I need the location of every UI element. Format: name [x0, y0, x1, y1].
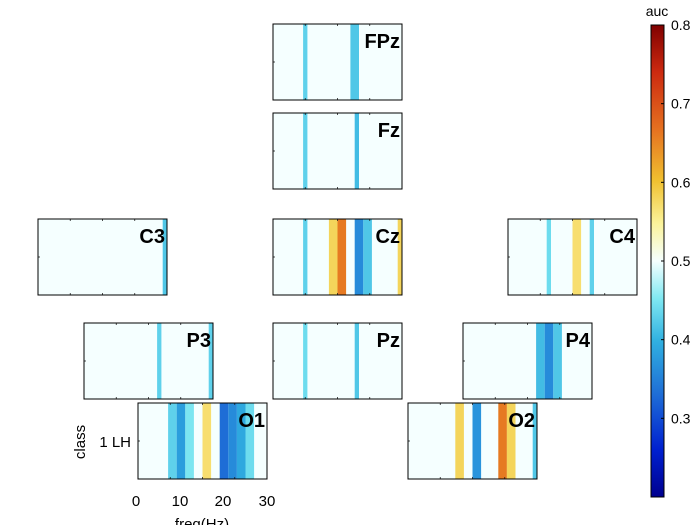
heatmap-cell — [162, 219, 167, 295]
heatmap-cell — [303, 113, 308, 189]
panel-o2: O2 — [407, 402, 538, 480]
colorbar-label: auc — [646, 3, 669, 19]
x-axis: 0 10 20 30 freq(Hz) — [132, 493, 276, 525]
panel-label: P3 — [187, 330, 211, 352]
heatmap-cell — [245, 403, 255, 479]
heatmap-cell — [328, 219, 338, 295]
heatmap-cell — [228, 403, 237, 479]
panel-label: Fz — [378, 120, 400, 142]
heatmap-cell — [219, 403, 229, 479]
panel-c4: C4 — [507, 218, 638, 296]
panel-p4: P4 — [462, 322, 593, 400]
x-axis-label: freq(Hz) — [175, 516, 229, 525]
panel-border — [272, 112, 403, 190]
panel-label: Pz — [377, 330, 400, 352]
heatmap-cell — [354, 113, 359, 189]
panel-border — [272, 23, 403, 101]
heatmap-cell — [572, 219, 582, 295]
panel-border — [272, 218, 403, 296]
heatmap-cell — [185, 403, 194, 479]
heatmap-cell — [553, 323, 562, 399]
heatmap-cell — [354, 219, 364, 295]
heatmap-cell — [397, 219, 402, 295]
colorbar-tick-label: 0.6 — [671, 174, 691, 190]
heatmap-cell — [589, 219, 594, 295]
panel-p3: P3 — [83, 322, 214, 400]
colorbar-tick-label: 0.4 — [671, 332, 691, 348]
heatmap-cell — [303, 24, 308, 100]
panel-background — [273, 323, 402, 399]
x-tick-label: 10 — [172, 493, 189, 510]
colorbar: auc 0.3 0.4 0.5 0.6 0.7 0.8 — [646, 3, 691, 498]
x-tick-label: 30 — [259, 493, 276, 510]
y-tick-label: 1 LH — [99, 434, 131, 451]
x-tick-label: 0 — [132, 493, 140, 510]
heatmap-cell — [455, 403, 464, 479]
heatmap-cell — [532, 403, 537, 479]
panel-label: P4 — [566, 330, 591, 352]
panel-background — [38, 219, 167, 295]
panel-o1: O1 — [137, 402, 268, 480]
heatmap-cell — [202, 403, 212, 479]
panel-border — [407, 402, 538, 480]
heatmap-cell — [506, 403, 516, 479]
panel-border — [272, 322, 403, 400]
heatmap-cell — [544, 323, 554, 399]
panel-border — [37, 218, 168, 296]
y-axis: 1 LH class — [72, 425, 131, 459]
panel-label: FPz — [364, 31, 400, 53]
panel-border — [137, 402, 268, 480]
panel-background — [463, 323, 592, 399]
y-axis-label: class — [72, 425, 89, 459]
panel-label: C3 — [139, 226, 165, 248]
heatmap-cell — [363, 219, 372, 295]
panel-fz: Fz — [272, 112, 403, 190]
heatmap-cell — [337, 219, 347, 295]
colorbar-tick-label: 0.5 — [671, 253, 691, 269]
colorbar-ticks: 0.3 0.4 0.5 0.6 0.7 0.8 — [661, 17, 691, 426]
panel-layer: FPz Fz C3 Cz C4 P3 Pz P4 O1 O2 — [37, 23, 638, 480]
panel-cz: Cz — [272, 218, 403, 296]
heatmap-cell — [168, 403, 177, 479]
panel-label: O2 — [508, 410, 535, 432]
panel-border — [462, 322, 593, 400]
panel-background — [273, 24, 402, 100]
panel-border — [507, 218, 638, 296]
heatmap-cell — [472, 403, 482, 479]
panel-label: C4 — [609, 226, 635, 248]
panel-c3: C3 — [37, 218, 168, 296]
colorbar-tick-label: 0.8 — [671, 17, 691, 33]
heatmap-cell — [208, 323, 213, 399]
x-tick-label: 20 — [215, 493, 232, 510]
panel-fpz: FPz — [272, 23, 403, 101]
colorbar-tick-label: 0.7 — [671, 96, 691, 112]
panel-label: O1 — [238, 410, 265, 432]
heatmap-cell — [303, 323, 308, 399]
heatmap-cell — [157, 323, 162, 399]
panel-pz: Pz — [272, 322, 403, 400]
heatmap-cell — [546, 219, 551, 295]
heatmap-cell — [236, 403, 246, 479]
colorbar-tick-label: 0.3 — [671, 410, 691, 426]
heatmap-cell — [176, 403, 186, 479]
panel-background — [273, 113, 402, 189]
heatmap-cell — [498, 403, 507, 479]
heatmap-cell — [354, 323, 359, 399]
panel-background — [84, 323, 213, 399]
heatmap-cell — [350, 24, 359, 100]
panel-label: Cz — [376, 226, 400, 248]
panel-border — [83, 322, 214, 400]
heatmap-cell — [303, 219, 308, 295]
heatmap-cell — [536, 323, 545, 399]
